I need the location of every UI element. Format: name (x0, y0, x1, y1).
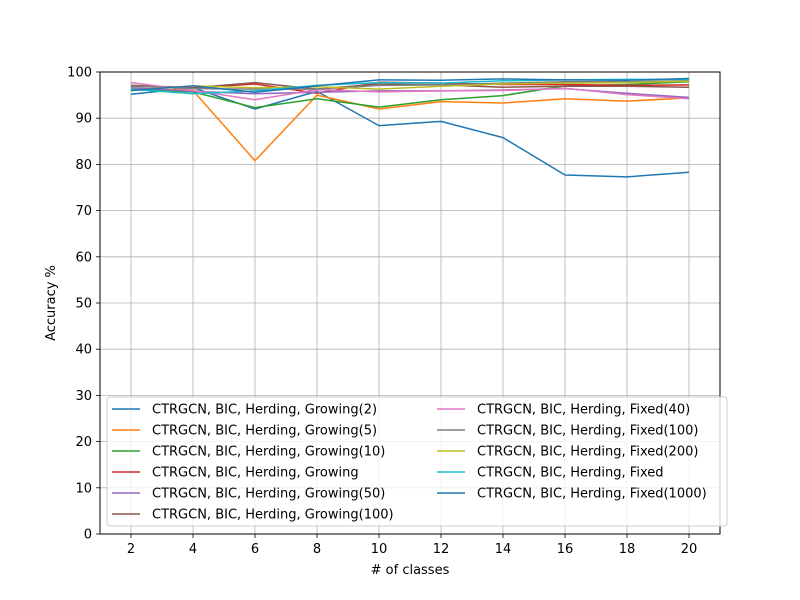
legend-entry: CTRGCN, BIC, Herding, Fixed(200) (477, 445, 698, 460)
legend-entry: CTRGCN, BIC, Herding, Growing(100) (152, 508, 394, 523)
legend-entry: CTRGCN, BIC, Herding, Growing(2) (152, 403, 377, 418)
series-line-11 (130, 77, 690, 94)
x-tick-label: 8 (313, 542, 321, 557)
legend-box (106, 396, 728, 527)
y-tick-label: 60 (75, 250, 92, 265)
x-tick-label: 14 (495, 542, 512, 557)
x-tick-label: 2 (127, 542, 135, 557)
legend-entry: CTRGCN, BIC, Herding, Growing(5) (152, 424, 377, 439)
legend-entry: CTRGCN, BIC, Herding, Fixed(40) (477, 403, 690, 418)
legend-entry: CTRGCN, BIC, Herding, Growing(50) (152, 487, 385, 502)
y-tick-label: 100 (67, 66, 92, 81)
y-tick-label: 10 (75, 481, 92, 496)
legend-entry: CTRGCN, BIC, Herding, Fixed (477, 466, 663, 481)
y-axis-label: Accuracy % (44, 265, 59, 341)
y-tick-label: 80 (75, 158, 92, 173)
y-tick-label: 30 (75, 389, 92, 404)
legend-entry: CTRGCN, BIC, Herding, Fixed(100) (477, 424, 698, 439)
x-tick-label: 18 (619, 542, 636, 557)
x-tick-label: 12 (433, 542, 450, 557)
x-axis-ticks: 2 4 6 8 10 12 14 16 18 20 (127, 534, 697, 557)
y-tick-label: 70 (75, 204, 92, 219)
y-tick-label: 90 (75, 112, 92, 127)
y-tick-label: 50 (75, 297, 92, 312)
series-line-1 (130, 86, 690, 178)
x-tick-label: 10 (371, 542, 388, 557)
series-line-7 (130, 81, 690, 101)
legend: CTRGCN, BIC, Herding, Growing(2) CTRGCN, … (106, 396, 728, 527)
y-tick-label: 40 (75, 343, 92, 358)
legend-entry: CTRGCN, BIC, Herding, Fixed(1000) (477, 487, 707, 502)
x-axis-label: # of classes (371, 563, 450, 578)
y-tick-label: 0 (84, 528, 92, 543)
x-tick-label: 6 (251, 542, 259, 557)
y-tick-label: 20 (75, 435, 92, 450)
legend-entry: CTRGCN, BIC, Herding, Growing (152, 466, 359, 481)
series-lines (130, 77, 690, 178)
x-tick-label: 16 (557, 542, 574, 557)
series-line-9 (130, 80, 690, 92)
series-line-2 (130, 87, 690, 162)
x-tick-label: 20 (681, 542, 698, 557)
y-axis-ticks: 0 10 20 30 40 50 60 70 80 90 100 (67, 66, 100, 543)
x-tick-label: 4 (189, 542, 197, 557)
legend-entry: CTRGCN, BIC, Herding, Growing(10) (152, 445, 385, 460)
